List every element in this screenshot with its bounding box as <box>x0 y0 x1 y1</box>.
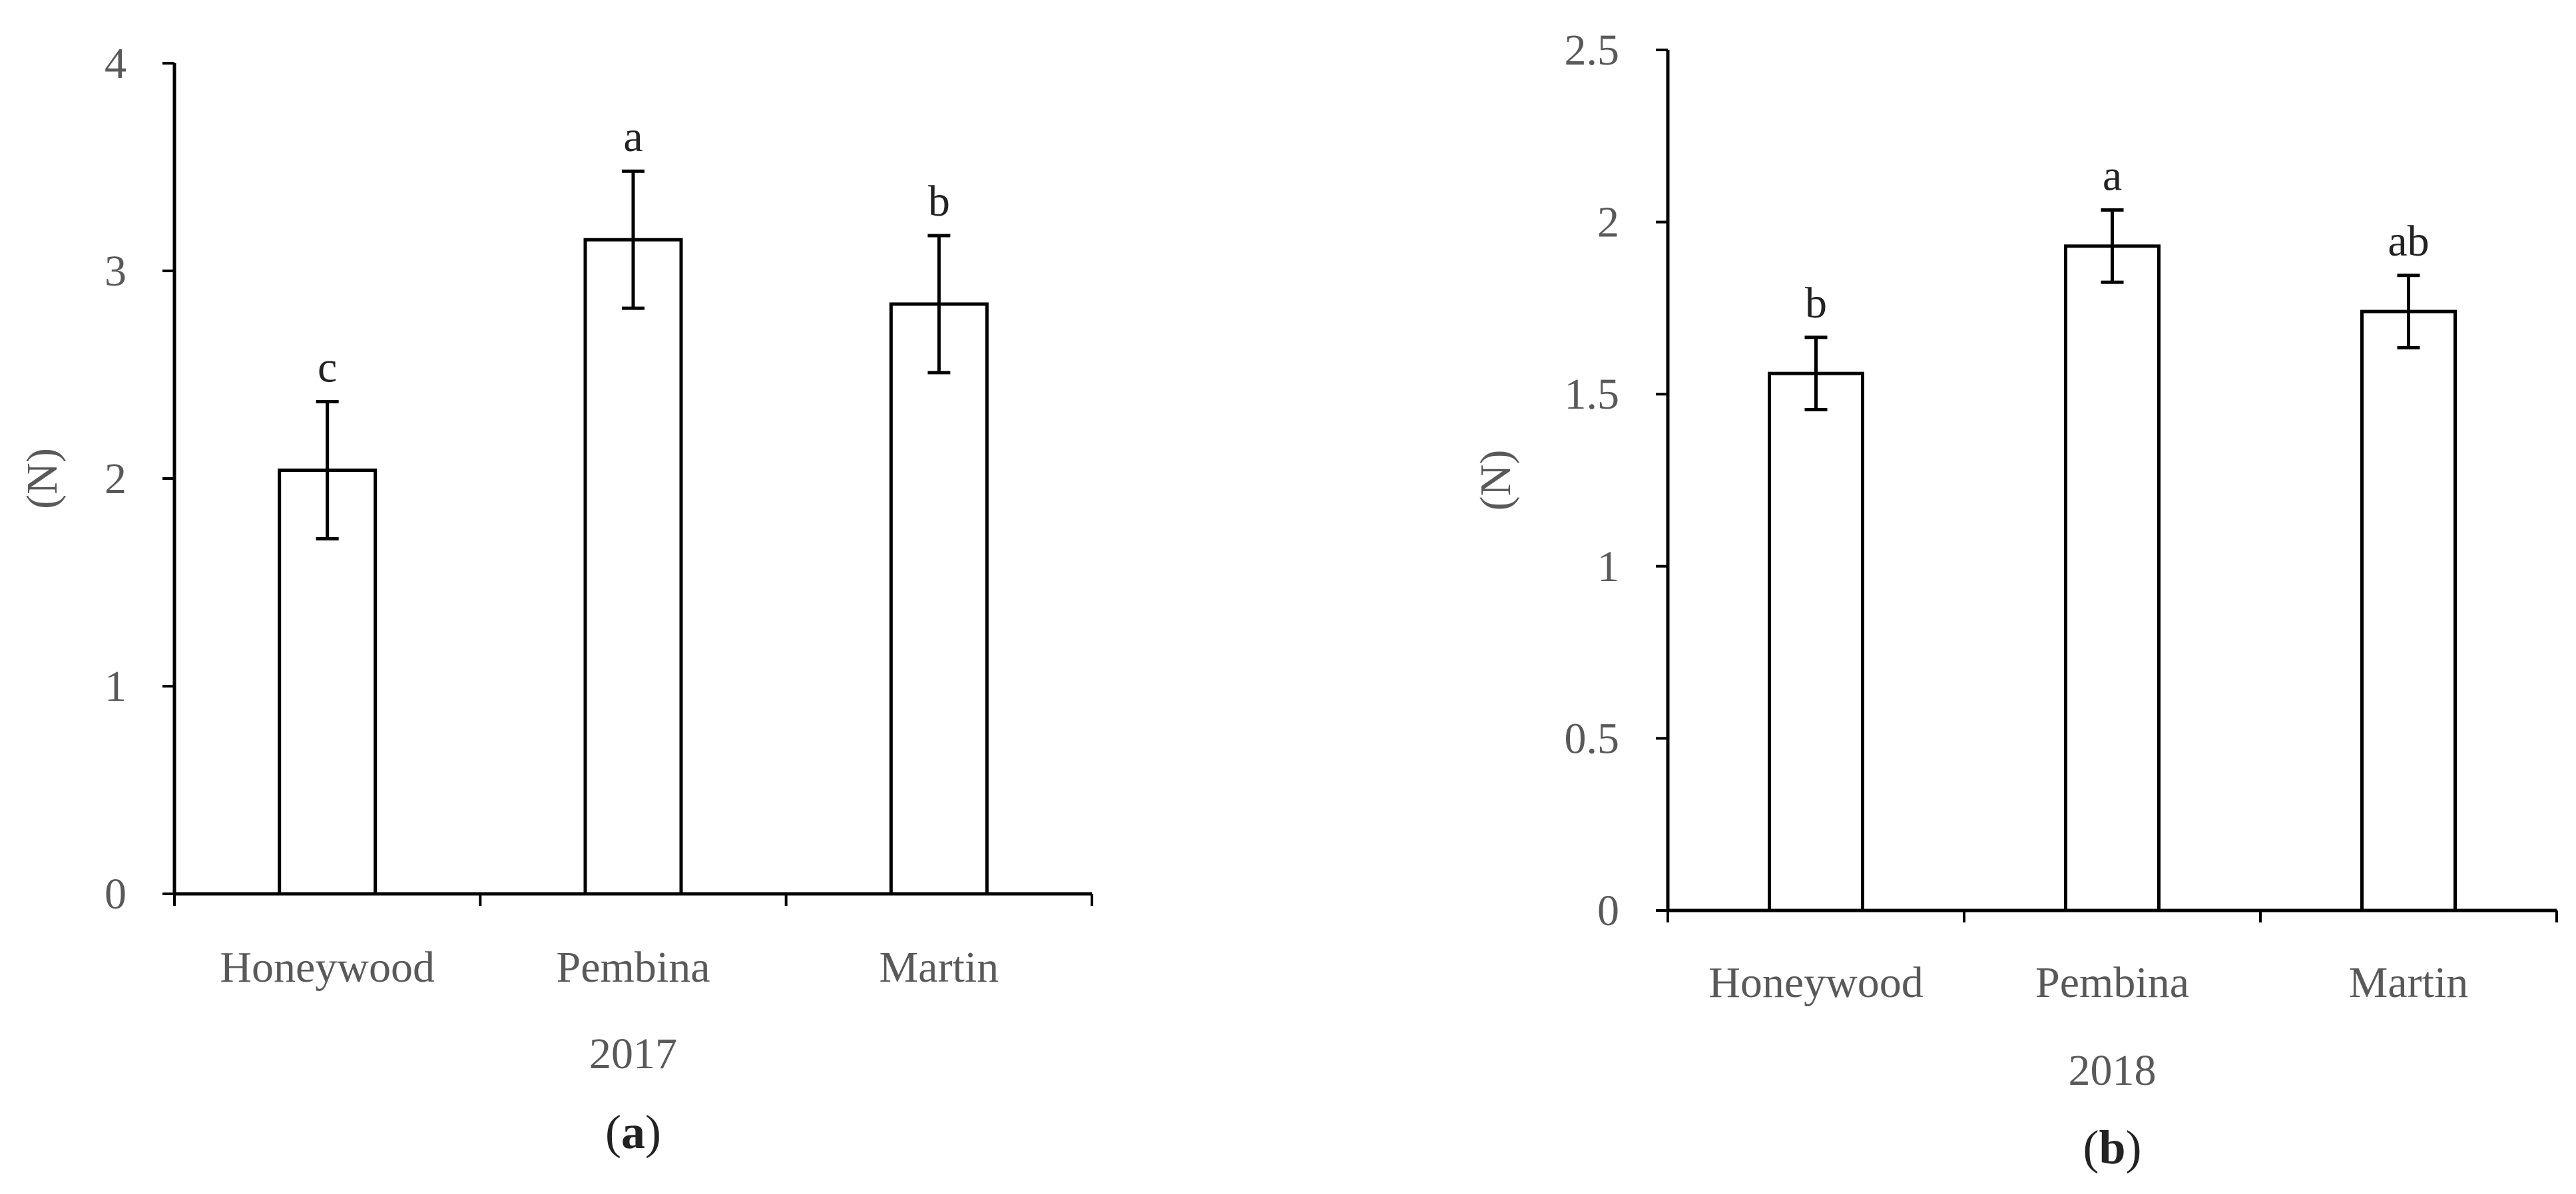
y-tick-label: 2 <box>1597 198 1619 247</box>
x-category-label: Honeywood <box>220 943 435 992</box>
significance-label: b <box>928 177 950 226</box>
y-tick-label: 1.5 <box>1565 370 1620 419</box>
chart-panel-b: 0 0.5 1 1.5 2 2.5 b Honeywood a Pembina ab Martin (N… <box>1471 26 2558 1174</box>
x-category-label: Martin <box>880 943 999 992</box>
significance-label: c <box>318 343 337 392</box>
bar <box>2360 309 2457 912</box>
y-axis-title: (N) <box>18 448 67 509</box>
x-axis-title: 2017 <box>589 1030 677 1078</box>
significance-label: ab <box>2388 217 2429 266</box>
significance-label: b <box>1805 279 1827 327</box>
panel-caption-close: ) <box>2126 1121 2142 1174</box>
y-tick-label: 1 <box>1597 542 1619 591</box>
y-tick-label: 4 <box>105 39 127 88</box>
panel-caption-open: ( <box>2083 1121 2099 1174</box>
panel-caption-close: ) <box>645 1105 661 1159</box>
y-tick-label: 0 <box>105 870 127 918</box>
bar <box>278 469 378 896</box>
bar <box>1768 371 1864 912</box>
y-tick-label: 2 <box>105 455 127 503</box>
x-category-label: Honeywood <box>1708 958 1924 1007</box>
panel-caption-letter: b <box>2099 1121 2125 1174</box>
significance-label: a <box>2103 151 2122 200</box>
panel-caption: (a) <box>605 1105 661 1159</box>
y-tick-label: 0 <box>1597 887 1619 935</box>
y-tick-label: 3 <box>105 247 127 296</box>
x-category-label: Pembina <box>2035 958 2189 1007</box>
panel-caption: (b) <box>2083 1121 2141 1174</box>
x-category-label: Pembina <box>557 943 710 992</box>
panel-caption-open: ( <box>605 1105 621 1159</box>
x-category-label: Martin <box>2349 958 2469 1007</box>
y-tick-label: 2.5 <box>1565 26 1620 75</box>
panel-caption-letter: a <box>621 1105 645 1159</box>
bar <box>889 302 989 896</box>
significance-label: a <box>623 112 643 161</box>
y-axis-title: (N) <box>1471 450 1520 511</box>
bar <box>583 238 683 896</box>
x-axis-title: 2018 <box>2069 1046 2157 1095</box>
y-tick-label: 0.5 <box>1565 714 1620 763</box>
y-tick-label: 1 <box>105 662 127 711</box>
bar <box>2064 244 2161 912</box>
